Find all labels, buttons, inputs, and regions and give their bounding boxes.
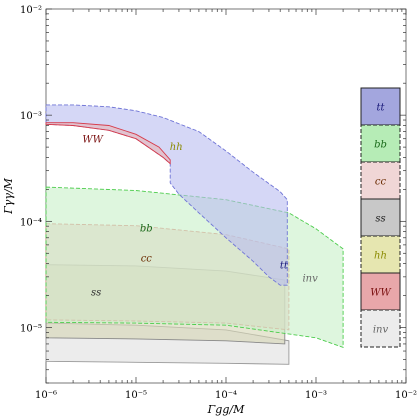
region-label-WW: WW [82,135,103,146]
regions-layer [45,104,344,365]
region-label-bb: bb [140,224,153,235]
legend-swatch-hh [360,235,401,274]
region-label-tt: tt [280,260,289,271]
ticks-layer: 10⁻⁶ 10⁻⁵ 10⁻⁴ 10⁻³ 10⁻² 10⁻⁵ 10⁻⁴ 10⁻³ 10⁻² [20,5,417,401]
region-WW [45,122,171,165]
y-tick-label: 10⁻⁴ [20,217,42,228]
legend-label-ss: ss [375,214,385,225]
legend: tt bb cc ss hh WW inv [360,87,401,348]
legend-label-hh: hh [374,251,387,262]
legend-swatch-inv [360,309,401,348]
legend-swatch-cc [360,161,401,200]
region-label-ss: ss [91,288,101,299]
region-label-inv: inv [302,274,318,285]
region-label-hh: hh [170,142,183,153]
legend-swatch-ss [360,198,401,237]
legend-label-bb: bb [374,140,387,151]
legend-swatch-bb [360,124,401,163]
y-tick-label: 10⁻² [20,5,42,16]
legend-label-cc: cc [375,177,387,188]
region-labels-layer: tt WW hh bb cc ss inv [82,135,318,299]
legend-swatch-tt [360,87,401,126]
y-tick-label: 10⁻⁵ [20,323,42,334]
x-tick-label: 10⁻⁴ [215,390,237,401]
x-tick-label: 10⁻⁶ [35,390,57,401]
x-axis-label: Γgg/M [207,403,245,416]
x-tick-label: 10⁻⁵ [125,390,147,401]
y-axis-label: Γγγ/M [2,177,15,214]
legend-label-tt: tt [376,103,385,114]
x-tick-label: 10⁻² [395,390,417,401]
y-tick-label: 10⁻³ [20,111,42,122]
legend-swatch-WW [360,272,401,311]
region-label-cc: cc [141,253,153,264]
x-tick-label: 10⁻³ [305,390,327,401]
legend-label-WW: WW [370,288,391,299]
legend-label-inv: inv [373,325,389,336]
